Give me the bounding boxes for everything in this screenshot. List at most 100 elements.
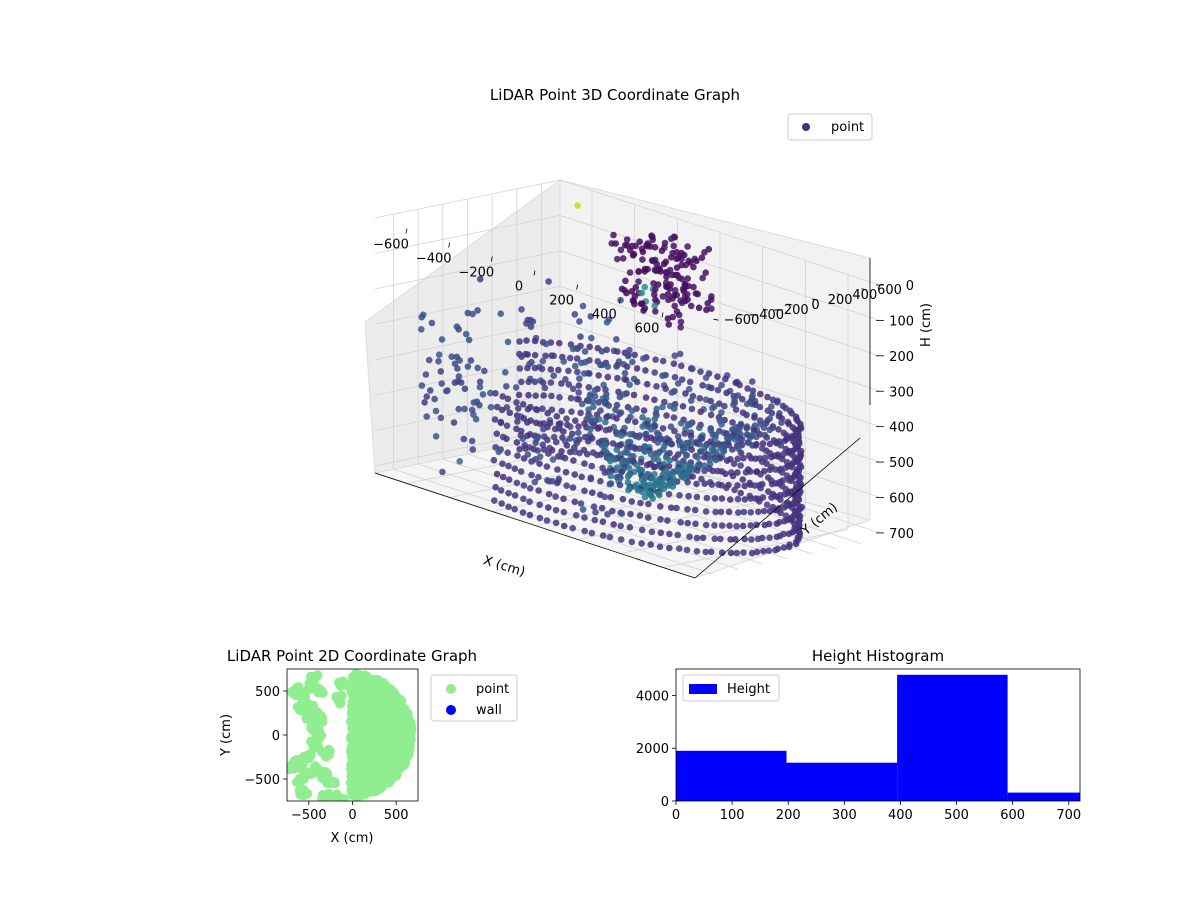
scatter-point-3d: [514, 418, 521, 425]
scatter-point-3d: [640, 407, 648, 414]
scatter-point-3d: [613, 363, 620, 370]
scatter-point-3d: [588, 529, 596, 537]
scatter-point-3d: [476, 378, 484, 386]
legend-3d-label: point: [831, 120, 864, 135]
scatter-point-3d: [614, 348, 621, 355]
scatter-point-3d: [787, 477, 795, 485]
scatter-point-2d: [381, 751, 392, 762]
scatter-point-3d: [768, 494, 775, 501]
scatter-point-3d: [422, 371, 430, 378]
scatter-point-3d: [690, 283, 697, 291]
scatter-point-3d: [673, 255, 680, 263]
scatter-point-3d: [563, 482, 570, 490]
scatter-point-3d: [726, 522, 733, 529]
scatter-point-3d: [558, 380, 565, 387]
scatter-point-3d: [678, 299, 686, 307]
scatter-point-3d: [753, 521, 760, 529]
scatter-point-3d: [696, 395, 704, 402]
scatter-point-3d: [636, 512, 644, 519]
grid-line: [559, 179, 881, 286]
scatter-point-3d: [741, 535, 748, 543]
legend-3d-box: [787, 113, 873, 141]
scatter-point-2d: [366, 711, 377, 722]
scatter-point-3d: [432, 433, 440, 440]
x-tick-label-3d: 200: [549, 294, 574, 309]
scatter-point-3d: [616, 481, 624, 489]
scatter-point-3d: [778, 469, 786, 476]
scatter-point-3d: [588, 462, 595, 470]
scatter-point-3d: [752, 455, 759, 463]
grid-line: [559, 356, 881, 463]
scatter-point-3d: [649, 495, 656, 502]
scatter-point-3d: [670, 242, 677, 250]
scatter-point-3d: [702, 269, 709, 277]
chart-3d-title: LiDAR Point 3D Coordinate Graph: [490, 86, 740, 104]
scatter-point-3d: [718, 522, 726, 529]
scatter-point-3d: [505, 503, 512, 511]
scatter-point-3d: [524, 419, 531, 426]
scatter-point-2d: [384, 777, 395, 788]
scatter-point-3d: [694, 467, 701, 474]
chart-histogram: Height Histogram 0 100 200 300 400 500 600 7000…: [636, 647, 1081, 823]
scatter-point-3d: [584, 438, 592, 445]
scatter-point-3d: [545, 490, 553, 498]
scatter-point-3d: [749, 442, 756, 449]
scatter-point-3d: [593, 451, 601, 459]
scatter-point-3d: [699, 382, 706, 389]
x-tick-label-3d: −200: [458, 266, 494, 281]
scatter-point-3d: [714, 373, 721, 381]
scatter-point-3d: [688, 446, 695, 454]
scatter-point-3d: [684, 506, 691, 513]
scatter-point-3d: [438, 336, 446, 343]
scatter-point-3d: [560, 508, 568, 516]
scatter-point-2d: [382, 763, 393, 773]
scatter-point-3d: [520, 482, 528, 489]
histogram-x-tick-label: 200: [776, 808, 801, 823]
scatter-point-3d: [514, 452, 521, 460]
scatter-point-3d: [768, 480, 776, 488]
scatter-point-3d: [601, 493, 609, 501]
scatter-point-3d: [671, 352, 679, 360]
scatter-point-3d: [652, 286, 659, 293]
scatter-point-3d: [654, 281, 662, 288]
scatter-point-3d: [677, 324, 684, 331]
scatter-point-3d: [545, 450, 552, 457]
scatter-point-3d: [539, 379, 547, 387]
scatter-point-3d: [591, 516, 599, 524]
scatter-point-3d: [641, 268, 648, 275]
scatter-point-3d: [740, 549, 747, 556]
scatter-point-2d: [396, 696, 407, 707]
scatter-point-3d: [581, 487, 588, 495]
scatter-point-3d: [495, 448, 503, 456]
scatter-point-3d: [657, 529, 665, 537]
scatter-point-3d: [609, 507, 616, 515]
scatter-point-3d: [693, 257, 700, 265]
scatter-point-3d: [560, 495, 567, 503]
scatter-point-3d: [698, 254, 706, 261]
scatter-point-3d: [670, 405, 678, 412]
scatter-point-3d: [597, 361, 604, 369]
scatter-point-2d: [290, 761, 300, 772]
scatter-point-3d: [777, 442, 785, 449]
scatter-point-3d: [591, 387, 599, 394]
scatter-point-3d: [562, 376, 569, 383]
scatter-point-3d: [587, 475, 595, 483]
scatter-point-3d: [701, 480, 708, 488]
scatter-point-3d: [740, 454, 747, 462]
scatter-point-3d: [698, 475, 705, 483]
scatter-point-3d: [743, 411, 750, 419]
scatter-point-3d: [455, 405, 463, 413]
x-axis-line: [374, 472, 696, 579]
scatter-point-3d: [673, 264, 681, 272]
scatter-point-3d: [694, 454, 702, 462]
scatter-point-3d: [678, 275, 686, 283]
scatter-point-3d: [780, 450, 787, 458]
x-tick-label-3d: −600: [373, 238, 409, 253]
x-tick-mark-3d: [405, 228, 408, 234]
scatter-point-3d: [734, 455, 741, 463]
scatter-point-3d: [701, 467, 708, 475]
scatter-point-3d: [418, 326, 425, 333]
scatter-point-3d: [664, 517, 671, 524]
scatter-point-3d: [606, 480, 613, 488]
scatter-point-2d: [390, 762, 401, 773]
